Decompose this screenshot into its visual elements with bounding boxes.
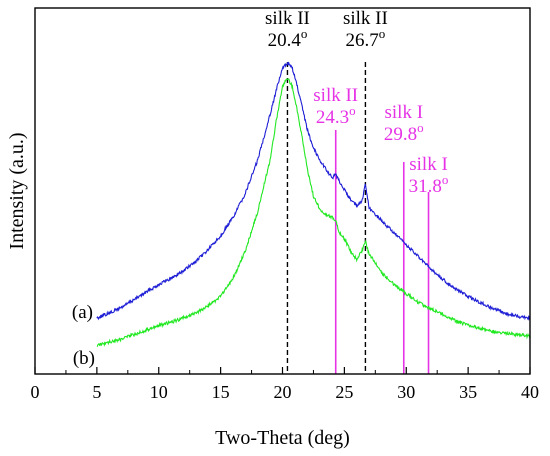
x-tick-label-35: 35 [459,382,477,402]
x-tick-label-20: 20 [274,382,292,402]
annotation-value-0: 20.4o [268,26,308,51]
annotation-lines [286,62,430,374]
x-tick-label-30: 30 [397,382,415,402]
annotation-label-0: silk II [265,8,310,29]
y-axis-label: Intensity (a.u.) [6,132,28,249]
annotation-value-1: 26.7o [346,26,386,51]
x-tick-label-0: 0 [31,382,40,402]
x-tick-label-40: 40 [521,382,539,402]
series-label-b: (b) [73,348,95,369]
annotation-label-3: silk I [385,102,424,123]
x-axis-label: Two-Theta (deg) [215,427,350,449]
x-tick-label-25: 25 [335,382,353,402]
plot-frame [34,7,531,375]
annotation-label-1: silk II [343,8,388,29]
x-axis-ticks: 0 5 10 15 20 25 30 35 40 [31,367,539,402]
series-line-a [96,61,531,321]
annotation-label-4: silk I [409,154,448,175]
annotation-value-4: 31.8o [409,172,449,197]
x-tick-label-10: 10 [150,382,168,402]
annotation-label-2: silk II [313,85,358,106]
series-label-a: (a) [72,302,93,323]
series-line-b [96,78,531,348]
x-tick-label-5: 5 [92,382,101,402]
series-lines [96,61,531,348]
x-tick-label-15: 15 [212,382,230,402]
annotation-value-3: 29.8o [384,120,424,145]
annotation-value-2: 24.3o [316,103,356,128]
